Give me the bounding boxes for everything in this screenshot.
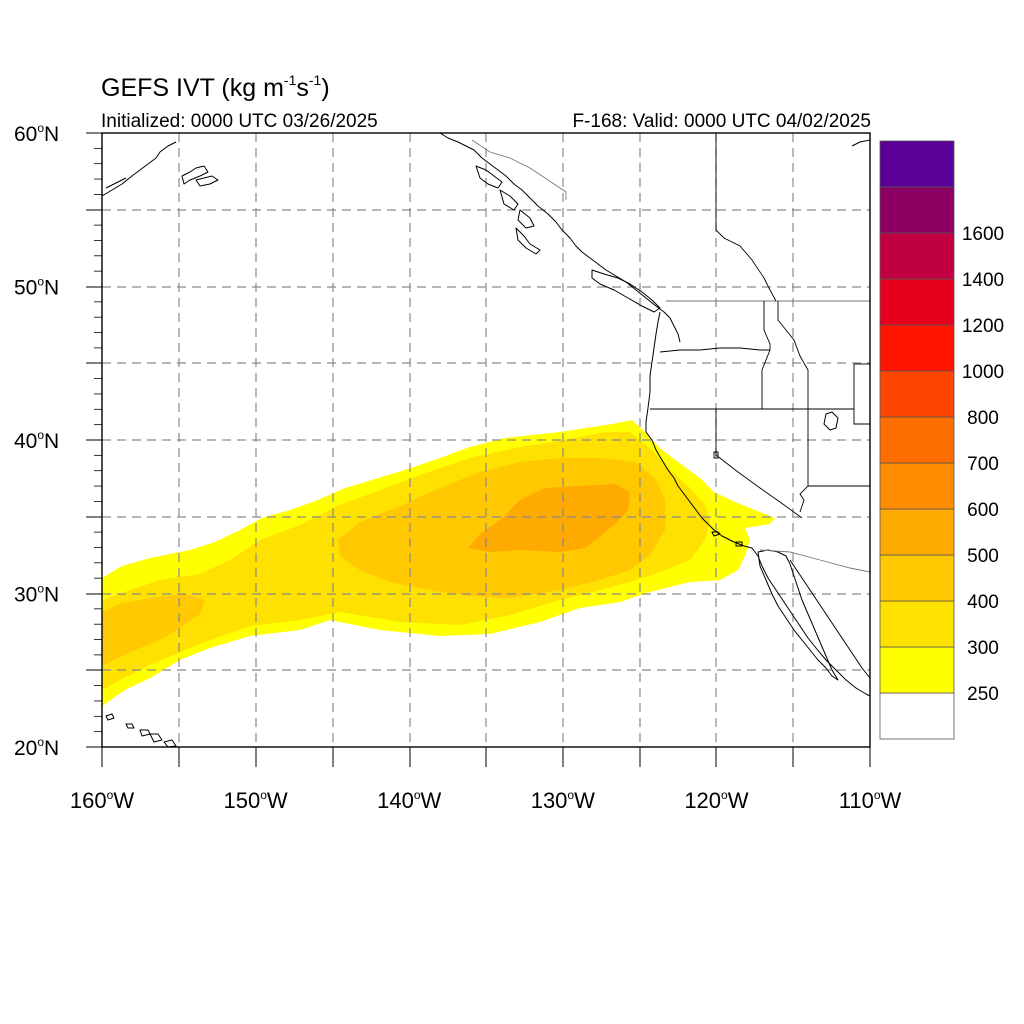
longitude-labels: 160oW 150oW 140oW 130oW 120oW 110oW	[70, 788, 902, 813]
ivt-contour-400-west	[102, 594, 205, 666]
lon-tick-label: 110oW	[839, 788, 902, 813]
colorbar-label: 1000	[962, 362, 1004, 383]
colorbar-segment	[879, 692, 955, 740]
colorbar-segment	[879, 370, 955, 418]
colorbar-segment	[879, 186, 955, 234]
colorbar-segment	[879, 554, 955, 602]
colorbar	[879, 140, 955, 740]
colorbar-label: 600	[967, 500, 999, 521]
lat-tick-label: 60oN	[14, 121, 59, 146]
lon-tick-label: 140oW	[377, 788, 441, 813]
lat-tick-label: 50oN	[14, 275, 59, 300]
colorbar-label: 1200	[962, 316, 1004, 337]
colorbar-labels: 250 300 400 500 600 700 800 1000 1200 1400 1600	[962, 224, 1004, 705]
colorbar-label: 1600	[962, 224, 1004, 245]
colorbar-segment	[879, 324, 955, 372]
colorbar-label: 250	[967, 684, 999, 705]
latitude-labels: 20oN 30oN 40oN 50oN 60oN	[14, 121, 59, 760]
tick-marks	[86, 132, 871, 767]
colorbar-label: 1400	[962, 270, 1004, 291]
colorbar-segment	[879, 278, 955, 326]
lat-tick-label: 30oN	[14, 582, 59, 607]
lon-tick-label: 120oW	[684, 788, 748, 813]
colorbar-segment	[879, 140, 955, 188]
colorbar-segment	[879, 416, 955, 464]
ivt-contour-500	[468, 484, 630, 552]
lat-tick-label: 20oN	[14, 735, 59, 760]
chart-title: GEFS IVT (kg m-1s-1)	[101, 72, 330, 102]
init-time-label: Initialized: 0000 UTC 03/26/2025	[101, 111, 378, 132]
lon-tick-label: 150oW	[224, 788, 288, 813]
minor-tick-marks	[94, 147, 102, 733]
lon-tick-label: 130oW	[531, 788, 595, 813]
gridlines	[102, 133, 870, 747]
lat-tick-label: 40oN	[14, 428, 59, 453]
colorbar-label: 500	[967, 546, 999, 567]
colorbar-label: 300	[967, 638, 999, 659]
colorbar-label: 400	[967, 592, 999, 613]
colorbar-segment	[879, 646, 955, 694]
colorbar-segment	[879, 232, 955, 280]
colorbar-segment	[879, 462, 955, 510]
colorbar-segment	[879, 600, 955, 648]
colorbar-segment	[879, 508, 955, 556]
coastlines	[102, 133, 870, 747]
lon-tick-label: 160oW	[70, 788, 134, 813]
colorbar-label: 800	[967, 408, 999, 429]
valid-time-label: F-168: Valid: 0000 UTC 04/02/2025	[572, 111, 871, 132]
political-borders	[471, 133, 870, 573]
ivt-field	[102, 420, 775, 706]
colorbar-label: 700	[967, 454, 999, 475]
